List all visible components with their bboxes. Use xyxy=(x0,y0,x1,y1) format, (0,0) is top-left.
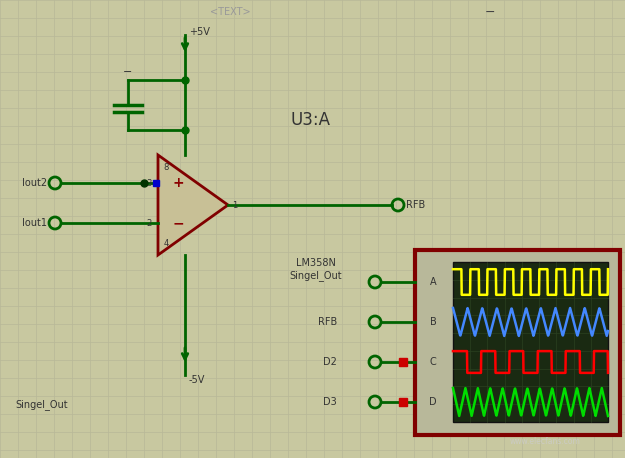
Text: 8: 8 xyxy=(163,163,169,171)
Bar xyxy=(415,250,620,435)
Text: D3: D3 xyxy=(323,397,337,407)
Text: 1: 1 xyxy=(232,201,238,209)
Text: RFB: RFB xyxy=(406,200,425,210)
Text: 3: 3 xyxy=(147,179,152,187)
Bar xyxy=(453,262,608,422)
Text: −: − xyxy=(173,216,184,230)
Polygon shape xyxy=(158,155,228,255)
Text: -5V: -5V xyxy=(189,375,206,385)
Text: +5V: +5V xyxy=(189,27,210,37)
Text: −: − xyxy=(485,5,495,18)
Text: www.elecfans.com: www.elecfans.com xyxy=(509,437,581,447)
Text: A: A xyxy=(430,277,436,287)
Text: D2: D2 xyxy=(323,357,337,367)
Text: U3:A: U3:A xyxy=(290,111,330,129)
Text: Iout1: Iout1 xyxy=(22,218,47,228)
Text: C: C xyxy=(429,357,436,367)
Text: Singel_Out: Singel_Out xyxy=(15,399,68,410)
Text: Iout2: Iout2 xyxy=(22,178,47,188)
Text: +: + xyxy=(173,176,184,190)
Text: RFB: RFB xyxy=(318,317,337,327)
Text: −: − xyxy=(123,67,132,77)
Text: 2: 2 xyxy=(147,218,152,228)
Text: Singel_Out: Singel_Out xyxy=(290,271,342,282)
Text: D: D xyxy=(429,397,437,407)
Text: LM358N: LM358N xyxy=(296,258,336,268)
Text: 4: 4 xyxy=(163,239,169,247)
Text: <TEXT>: <TEXT> xyxy=(210,7,250,17)
Text: B: B xyxy=(429,317,436,327)
